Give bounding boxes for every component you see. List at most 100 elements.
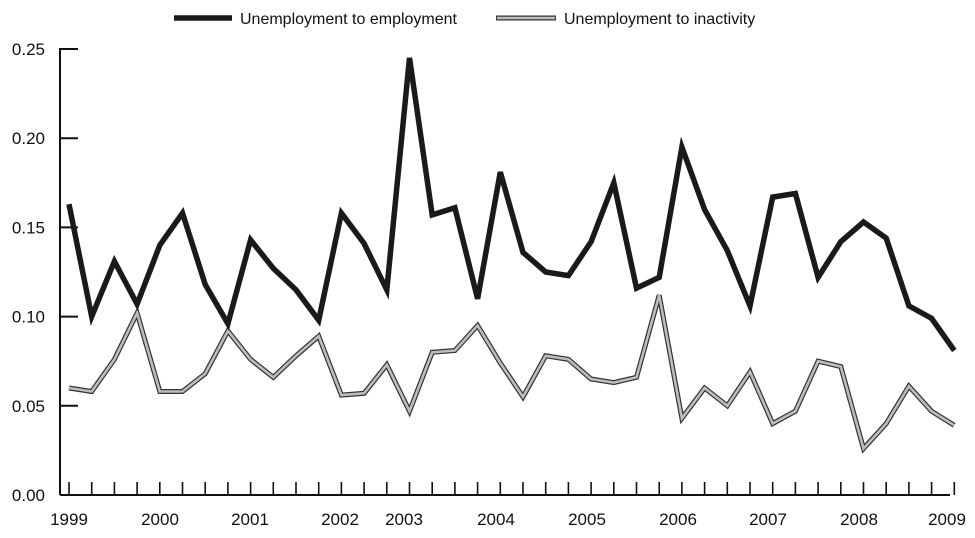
point-inactivity: [613, 382, 615, 384]
point-inactivity: [273, 376, 275, 378]
point-inactivity: [136, 312, 138, 314]
point-employment: [318, 319, 320, 321]
legend-label-inactivity: Unemployment to inactivity: [564, 11, 755, 28]
point-inactivity: [227, 330, 229, 332]
point-employment: [250, 239, 252, 241]
point-employment: [159, 244, 161, 246]
point-employment: [386, 289, 388, 291]
point-employment: [704, 209, 706, 211]
x-tick-label: 1999: [50, 510, 88, 529]
point-inactivity: [68, 387, 70, 389]
point-inactivity: [908, 385, 910, 387]
point-inactivity: [386, 364, 388, 366]
point-inactivity: [863, 448, 865, 450]
point-employment: [341, 212, 343, 214]
point-inactivity: [182, 391, 184, 393]
point-inactivity: [795, 410, 797, 412]
point-employment: [613, 182, 615, 184]
point-inactivity: [159, 391, 161, 393]
point-employment: [204, 284, 206, 286]
y-tick-label: 0.05: [12, 397, 45, 416]
legend: Unemployment to employment Unemployment …: [174, 11, 755, 28]
point-employment: [91, 316, 93, 318]
point-inactivity: [772, 423, 774, 425]
point-employment: [136, 303, 138, 305]
point-inactivity: [295, 355, 297, 357]
point-inactivity: [545, 355, 547, 357]
y-tick-label: 0.00: [12, 486, 45, 505]
point-employment: [931, 318, 933, 320]
point-employment: [863, 221, 865, 223]
point-inactivity: [250, 359, 252, 361]
point-inactivity: [341, 394, 343, 396]
point-inactivity: [204, 373, 206, 375]
point-inactivity: [409, 410, 411, 412]
x-tick-label: 2000: [141, 510, 179, 529]
point-inactivity: [885, 423, 887, 425]
point-employment: [908, 305, 910, 307]
point-employment: [772, 196, 774, 198]
point-inactivity: [954, 425, 956, 427]
point-employment: [795, 193, 797, 195]
point-employment: [636, 287, 638, 289]
point-inactivity: [568, 359, 570, 361]
x-tick-label: 2004: [477, 510, 515, 529]
x-tick-label: 2005: [568, 510, 606, 529]
point-inactivity: [477, 325, 479, 327]
point-inactivity: [817, 360, 819, 362]
point-employment: [954, 350, 956, 352]
point-employment: [568, 275, 570, 277]
point-employment: [363, 243, 365, 245]
x-tick-label: 2003: [385, 510, 423, 529]
point-employment: [409, 57, 411, 59]
point-inactivity: [704, 387, 706, 389]
point-inactivity: [840, 366, 842, 368]
point-employment: [681, 146, 683, 148]
point-employment: [840, 241, 842, 243]
y-tick-label: 0.15: [12, 218, 45, 237]
point-inactivity: [522, 396, 524, 398]
y-tick-label: 0.20: [12, 129, 45, 148]
point-employment: [227, 323, 229, 325]
point-inactivity: [658, 294, 660, 296]
point-employment: [500, 171, 502, 173]
point-inactivity: [454, 350, 456, 352]
point-employment: [545, 271, 547, 273]
point-inactivity: [431, 351, 433, 353]
x-tick-label: 2001: [231, 510, 269, 529]
point-employment: [454, 207, 456, 209]
series-line-inactivity-outline: [68, 294, 956, 454]
axes: 0.00 0.05 0.10 0.15 0.20 0.25 1999 2000 2001 2002…: [12, 40, 966, 529]
x-tick-label: 2006: [659, 510, 697, 529]
point-employment: [817, 277, 819, 279]
point-inactivity: [681, 417, 683, 419]
point-inactivity: [318, 335, 320, 337]
x-tick-label: 2008: [840, 510, 878, 529]
y-tick-label: 0.25: [12, 40, 45, 59]
point-employment: [182, 212, 184, 214]
point-employment: [477, 298, 479, 300]
legend-label-employment: Unemployment to employment: [240, 11, 458, 28]
x-tick-label: 2007: [749, 510, 787, 529]
point-inactivity: [749, 371, 751, 373]
point-employment: [68, 203, 70, 205]
point-inactivity: [363, 393, 365, 395]
point-inactivity: [91, 391, 93, 393]
point-inactivity: [931, 410, 933, 412]
x-tick-label: 2009: [928, 510, 966, 529]
point-employment: [727, 250, 729, 252]
point-inactivity: [636, 376, 638, 378]
x-tick-label: 2002: [321, 510, 359, 529]
y-tick-label: 0.10: [12, 308, 45, 327]
point-inactivity: [727, 405, 729, 407]
point-employment: [522, 252, 524, 254]
point-inactivity: [114, 359, 116, 361]
point-employment: [114, 260, 116, 262]
point-employment: [295, 289, 297, 291]
point-employment: [590, 241, 592, 243]
series-layer: [66, 57, 957, 454]
point-employment: [273, 268, 275, 270]
series-line-employment: [66, 57, 957, 353]
series-line-inactivity: [68, 294, 955, 452]
